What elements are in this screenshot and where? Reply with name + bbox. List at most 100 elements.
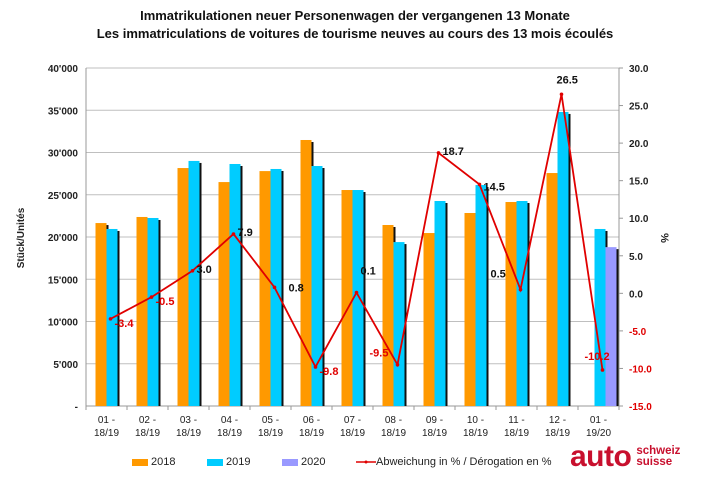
bar-2018 bbox=[300, 139, 312, 406]
chart-title: Immatrikulationen neuer Personenwagen de… bbox=[140, 8, 570, 23]
x-tick-label: 08 - bbox=[385, 415, 402, 426]
y-tick-label: 35'000 bbox=[48, 106, 79, 117]
x-tick-label: 18/19 bbox=[381, 428, 406, 439]
y2-tick-label: 15.0 bbox=[629, 177, 649, 188]
deviation-point bbox=[313, 365, 318, 369]
logo-line1: schweiz bbox=[636, 445, 681, 457]
bar-2018 bbox=[505, 202, 517, 406]
y2-axis-title: % bbox=[658, 233, 670, 243]
bar-2019 bbox=[434, 201, 446, 406]
x-tick-label: 04 - bbox=[221, 415, 238, 426]
y-tick-label: 5'000 bbox=[53, 360, 78, 371]
deviation-point bbox=[600, 368, 605, 372]
y2-tick-label: 20.0 bbox=[629, 139, 649, 150]
y-tick-label: 25'000 bbox=[48, 191, 79, 202]
y-tick-label: 20'000 bbox=[48, 233, 79, 244]
deviation-point bbox=[436, 151, 441, 155]
deviation-point bbox=[559, 92, 564, 97]
legend-label-2018: 2018 bbox=[151, 456, 176, 468]
x-tick-label: 07 - bbox=[344, 415, 361, 426]
y2-tick-label: 10.0 bbox=[629, 214, 649, 225]
deviation-data-label: -0.5 bbox=[156, 296, 175, 308]
bar-2019 bbox=[594, 228, 606, 406]
x-tick-label: 11 - bbox=[508, 415, 525, 426]
bar-2018 bbox=[382, 225, 394, 406]
bar-2018 bbox=[177, 168, 189, 406]
bar-2018 bbox=[259, 171, 271, 406]
deviation-point bbox=[477, 182, 482, 187]
legend-swatch-2018 bbox=[132, 458, 148, 466]
deviation-data-label: -3.4 bbox=[115, 318, 135, 330]
deviation-point bbox=[518, 287, 523, 292]
deviation-point bbox=[272, 285, 277, 290]
deviation-data-label: -9.5 bbox=[370, 348, 389, 360]
deviation-point bbox=[354, 290, 359, 295]
bar-2018 bbox=[546, 173, 558, 406]
deviation-data-label: 0.8 bbox=[289, 282, 304, 294]
bar-2019 bbox=[393, 242, 405, 406]
y2-tick-label: -10.0 bbox=[629, 364, 652, 375]
x-tick-label: 18/19 bbox=[545, 428, 570, 439]
legend-label-2020: 2020 bbox=[301, 456, 326, 468]
x-tick-label: 18/19 bbox=[504, 428, 529, 439]
bar-2018 bbox=[218, 182, 230, 406]
legend-item-2020: 2020 bbox=[282, 456, 325, 468]
legend-item-2019: 2019 bbox=[207, 456, 250, 468]
x-tick-label: 18/19 bbox=[258, 428, 283, 439]
deviation-point bbox=[231, 232, 236, 236]
x-tick-label: 09 - bbox=[426, 415, 443, 426]
deviation-data-label: 0.1 bbox=[361, 266, 376, 278]
bar-2018 bbox=[341, 190, 353, 406]
bar-2019 bbox=[557, 111, 569, 406]
bar-2019 bbox=[475, 185, 487, 406]
x-tick-label: 19/20 bbox=[586, 428, 611, 439]
chart-subtitle: Les immatriculations de voitures de tour… bbox=[96, 26, 614, 41]
y2-tick-label: -5.0 bbox=[629, 327, 647, 338]
x-tick-label: 01 - bbox=[98, 415, 115, 426]
x-tick-label: 12 - bbox=[549, 415, 566, 426]
x-tick-label: 06 - bbox=[303, 415, 320, 426]
bar-2019 bbox=[516, 201, 528, 406]
bar-2019 bbox=[311, 166, 323, 406]
x-tick-label: 02 - bbox=[139, 415, 156, 426]
x-tick-label: 10 - bbox=[467, 415, 484, 426]
y2-tick-label: 5.0 bbox=[629, 252, 643, 263]
bar-2019 bbox=[188, 160, 200, 406]
legend-line-icon bbox=[356, 460, 376, 464]
bar-2018 bbox=[95, 223, 107, 406]
x-tick-label: 05 - bbox=[262, 415, 279, 426]
legend-label-2019: 2019 bbox=[226, 456, 251, 468]
x-tick-label: 18/19 bbox=[463, 428, 488, 439]
y2-tick-label: -15.0 bbox=[629, 402, 652, 413]
x-tick-label: 18/19 bbox=[176, 428, 201, 439]
deviation-data-label: 3.0 bbox=[197, 264, 212, 276]
bar-2018 bbox=[423, 233, 435, 406]
logo-sub: schweiz suisse bbox=[636, 445, 681, 468]
x-tick-label: 18/19 bbox=[217, 428, 242, 439]
y-tick-label: 15'000 bbox=[48, 275, 79, 286]
y2-tick-label: 0.0 bbox=[629, 289, 643, 300]
x-tick-label: 01 - bbox=[590, 415, 607, 426]
x-tick-label: 18/19 bbox=[299, 428, 324, 439]
x-tick-label: 18/19 bbox=[340, 428, 365, 439]
deviation-data-label: 14.5 bbox=[484, 181, 505, 193]
deviation-data-label: 26.5 bbox=[557, 74, 578, 86]
bar-2018 bbox=[464, 213, 476, 406]
deviation-point bbox=[395, 362, 400, 367]
legend-item-2018: 2018 bbox=[132, 456, 175, 468]
deviation-point bbox=[190, 269, 195, 273]
deviation-data-label: -10.2 bbox=[585, 351, 610, 363]
y2-tick-label: 30.0 bbox=[629, 64, 649, 75]
deviation-point bbox=[149, 295, 154, 299]
bar-2019 bbox=[147, 217, 159, 406]
y-tick-label: 40'000 bbox=[48, 64, 79, 75]
x-tick-label: 03 - bbox=[180, 415, 197, 426]
y-tick-label: 30'000 bbox=[48, 149, 79, 160]
auto-schweiz-logo: auto schweiz suisse bbox=[570, 442, 680, 472]
legend-swatch-2020 bbox=[282, 458, 298, 466]
x-tick-label: 18/19 bbox=[422, 428, 447, 439]
legend-label-deviation: Abweichung in % / Dérogation en % bbox=[376, 456, 552, 468]
bar-2019 bbox=[229, 163, 241, 406]
